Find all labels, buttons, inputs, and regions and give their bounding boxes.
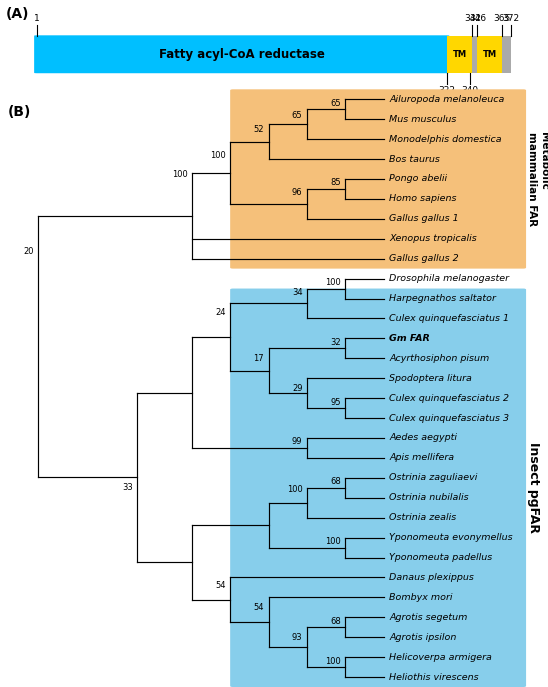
Text: 65: 65 bbox=[292, 111, 302, 120]
Text: Bos taurus: Bos taurus bbox=[389, 155, 440, 164]
Text: 342: 342 bbox=[464, 14, 481, 23]
FancyBboxPatch shape bbox=[230, 289, 526, 687]
Text: Gallus gallus 2: Gallus gallus 2 bbox=[389, 254, 459, 263]
Text: Gallus gallus 1: Gallus gallus 1 bbox=[389, 214, 459, 223]
Text: Aedes aegypti: Aedes aegypti bbox=[389, 433, 457, 442]
Text: Yponomeuta evonymellus: Yponomeuta evonymellus bbox=[389, 533, 513, 542]
Text: (A): (A) bbox=[6, 7, 29, 21]
Bar bbox=[447, 36, 472, 73]
Text: (B): (B) bbox=[8, 105, 32, 120]
Text: 54: 54 bbox=[215, 581, 226, 590]
Text: Xenopus tropicalis: Xenopus tropicalis bbox=[389, 234, 477, 243]
Text: 93: 93 bbox=[292, 633, 302, 642]
Text: Acyrthosiphon pisum: Acyrthosiphon pisum bbox=[389, 354, 489, 363]
Text: 100: 100 bbox=[325, 278, 341, 287]
Text: 100: 100 bbox=[325, 537, 341, 546]
Text: 33: 33 bbox=[122, 483, 133, 493]
FancyBboxPatch shape bbox=[230, 89, 526, 269]
Text: Mus musculus: Mus musculus bbox=[389, 115, 456, 124]
Text: 1: 1 bbox=[34, 14, 39, 23]
Text: Culex quinquefasciatus 3: Culex quinquefasciatus 3 bbox=[389, 414, 509, 423]
Text: Ostrinia zealis: Ostrinia zealis bbox=[389, 513, 456, 522]
Text: 65: 65 bbox=[330, 99, 341, 108]
Text: Insect pgFAR: Insect pgFAR bbox=[527, 442, 540, 533]
Text: 100: 100 bbox=[287, 485, 302, 494]
Text: Harpegnathos saltator: Harpegnathos saltator bbox=[389, 294, 496, 303]
Text: Ostrinia nubilalis: Ostrinia nubilalis bbox=[389, 493, 469, 502]
Text: Ailuropoda melanoleuca: Ailuropoda melanoleuca bbox=[389, 95, 505, 104]
Text: 100: 100 bbox=[172, 170, 187, 179]
Text: Homo sapiens: Homo sapiens bbox=[389, 194, 456, 203]
Text: Heliothis virescens: Heliothis virescens bbox=[389, 673, 479, 682]
Text: Yponomeuta padellus: Yponomeuta padellus bbox=[389, 553, 492, 562]
Text: 17: 17 bbox=[254, 354, 264, 363]
Text: Drosophila melanogaster: Drosophila melanogaster bbox=[389, 274, 509, 283]
Text: Apis mellifera: Apis mellifera bbox=[389, 453, 454, 462]
Text: Helicoverpa armigera: Helicoverpa armigera bbox=[389, 653, 492, 662]
Text: 20: 20 bbox=[24, 247, 34, 256]
Text: Agrotis ipsilon: Agrotis ipsilon bbox=[389, 633, 456, 642]
Text: Fatty acyl-CoA reductase: Fatty acyl-CoA reductase bbox=[159, 48, 324, 60]
Text: Culex quinquefasciatus 2: Culex quinquefasciatus 2 bbox=[389, 394, 509, 403]
Text: 340: 340 bbox=[461, 86, 478, 95]
Text: 68: 68 bbox=[330, 477, 341, 486]
Text: Ostrinia zaguliaevi: Ostrinia zaguliaevi bbox=[389, 473, 477, 482]
Text: 322: 322 bbox=[438, 86, 455, 95]
Text: 54: 54 bbox=[254, 602, 264, 612]
Text: 372: 372 bbox=[502, 14, 519, 23]
Text: 24: 24 bbox=[215, 308, 226, 317]
Bar bbox=[501, 36, 511, 73]
Text: Agrotis segetum: Agrotis segetum bbox=[389, 613, 467, 622]
Text: 346: 346 bbox=[469, 14, 486, 23]
Text: 95: 95 bbox=[330, 398, 341, 407]
Text: Metabolic
mammalian FAR: Metabolic mammalian FAR bbox=[527, 132, 548, 226]
Text: TM: TM bbox=[453, 49, 466, 59]
Text: Monodelphis domestica: Monodelphis domestica bbox=[389, 135, 502, 144]
Text: Bombyx mori: Bombyx mori bbox=[389, 593, 453, 602]
Bar bbox=[477, 36, 501, 73]
Text: 32: 32 bbox=[330, 338, 341, 347]
FancyBboxPatch shape bbox=[34, 35, 449, 74]
Text: 100: 100 bbox=[325, 657, 341, 666]
Text: Danaus plexippus: Danaus plexippus bbox=[389, 573, 474, 582]
Text: 29: 29 bbox=[292, 383, 302, 393]
Text: 68: 68 bbox=[330, 617, 341, 626]
Text: 99: 99 bbox=[292, 438, 302, 447]
Text: 85: 85 bbox=[330, 179, 341, 188]
Text: Culex quinquefasciatus 1: Culex quinquefasciatus 1 bbox=[389, 314, 509, 323]
Text: 34: 34 bbox=[292, 288, 302, 297]
Text: TM: TM bbox=[482, 49, 496, 59]
Text: 100: 100 bbox=[210, 150, 226, 159]
Text: 52: 52 bbox=[254, 124, 264, 134]
Text: Spodoptera litura: Spodoptera litura bbox=[389, 374, 472, 383]
Text: 96: 96 bbox=[292, 188, 302, 197]
Text: Gm FAR: Gm FAR bbox=[389, 334, 430, 343]
Bar bbox=[472, 36, 477, 73]
Text: 365: 365 bbox=[493, 14, 510, 23]
Text: Pongo abelii: Pongo abelii bbox=[389, 174, 447, 183]
